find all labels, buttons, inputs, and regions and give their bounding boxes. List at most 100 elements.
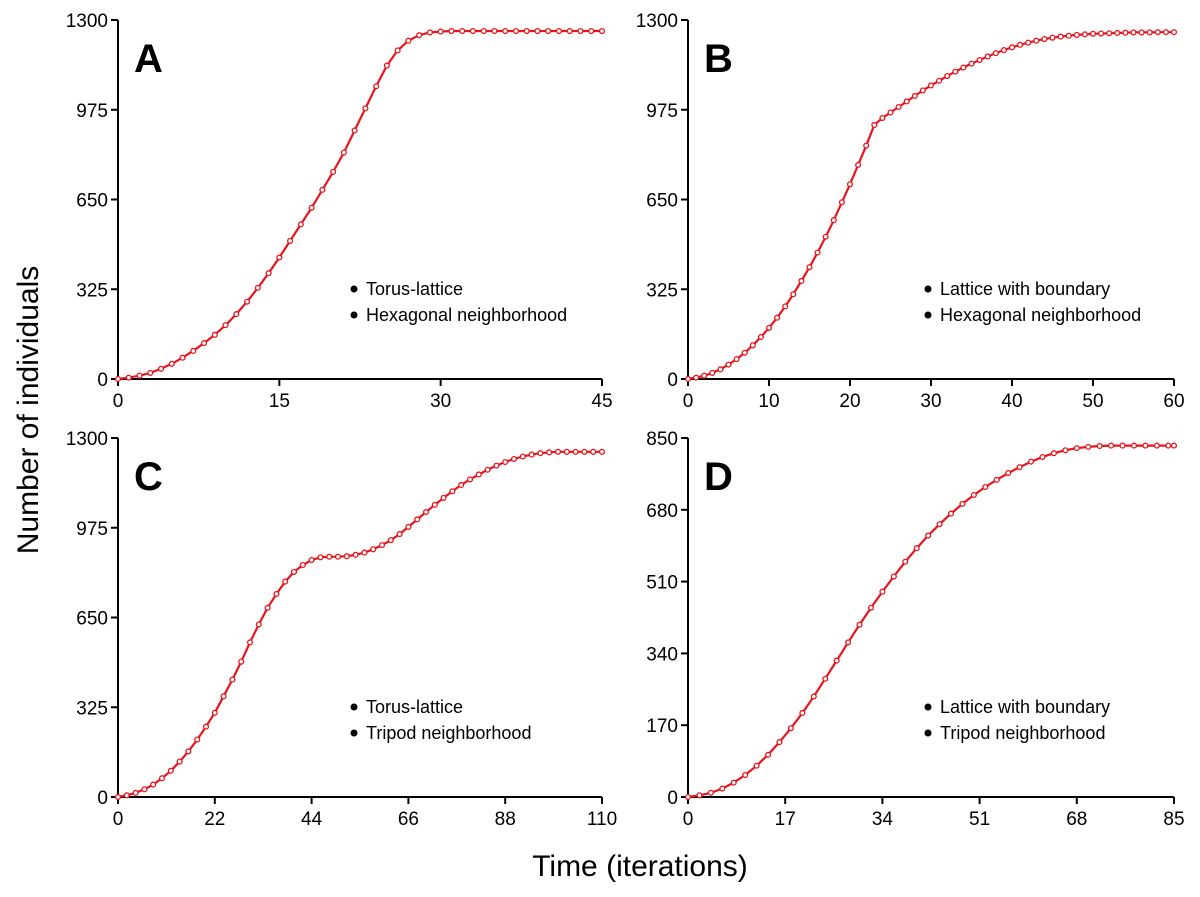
data-point bbox=[222, 322, 229, 329]
data-point bbox=[782, 303, 789, 310]
data-point bbox=[947, 510, 955, 517]
data-point bbox=[491, 27, 498, 35]
legend-entry: Tripod neighborhood bbox=[940, 723, 1105, 743]
x-tick-label: 51 bbox=[969, 809, 990, 830]
x-tick-label: 34 bbox=[872, 809, 894, 830]
panel-letter: D bbox=[704, 455, 733, 499]
y-axis-title: Number of individuals bbox=[12, 266, 45, 554]
data-point bbox=[220, 693, 227, 700]
y-tick-label: 510 bbox=[646, 573, 678, 594]
data-point bbox=[856, 621, 863, 628]
data-point bbox=[123, 792, 130, 799]
data-point bbox=[370, 546, 377, 553]
data-point bbox=[944, 73, 951, 80]
data-point bbox=[1049, 34, 1056, 41]
data-point bbox=[911, 92, 918, 99]
data-point bbox=[546, 449, 553, 456]
data-point bbox=[475, 471, 482, 478]
data-point bbox=[1130, 442, 1138, 449]
y-tick-label: 975 bbox=[646, 101, 678, 122]
data-point bbox=[903, 98, 910, 105]
data-point bbox=[276, 254, 283, 261]
data-point bbox=[378, 542, 386, 549]
data-point bbox=[1106, 30, 1113, 37]
y-tick-label: 325 bbox=[646, 280, 678, 301]
data-point bbox=[822, 675, 829, 682]
data-point bbox=[1057, 33, 1064, 40]
data-point bbox=[968, 60, 975, 67]
data-point bbox=[749, 342, 756, 349]
data-point bbox=[1154, 29, 1161, 36]
data-point bbox=[437, 28, 444, 35]
legend-bullet bbox=[924, 285, 932, 293]
data-point bbox=[902, 558, 909, 565]
data-point bbox=[925, 532, 932, 539]
data-point bbox=[343, 553, 350, 560]
x-tick-label: 60 bbox=[1163, 391, 1184, 412]
x-tick-label: 88 bbox=[495, 809, 516, 830]
data-point bbox=[132, 789, 139, 796]
data-point bbox=[871, 121, 878, 128]
y-tick-label: 1300 bbox=[636, 11, 678, 32]
data-point bbox=[798, 277, 805, 285]
data-point bbox=[125, 374, 132, 381]
data-point bbox=[458, 481, 465, 488]
data-point bbox=[709, 369, 716, 376]
data-point bbox=[449, 488, 456, 495]
x-tick-label: 44 bbox=[301, 809, 323, 830]
data-point bbox=[830, 217, 837, 224]
data-point bbox=[414, 516, 421, 523]
data-point bbox=[1039, 453, 1046, 461]
data-point bbox=[1130, 29, 1137, 36]
data-point bbox=[1033, 37, 1040, 44]
legend-entry: Lattice with boundary bbox=[940, 697, 1110, 717]
data-point bbox=[577, 27, 584, 35]
x-tick-label: 85 bbox=[1163, 809, 1184, 830]
data-point bbox=[1000, 47, 1007, 54]
data-point bbox=[581, 448, 588, 455]
y-tick-label: 650 bbox=[76, 191, 108, 212]
data-point bbox=[361, 549, 368, 556]
x-tick-label: 17 bbox=[775, 809, 796, 830]
x-tick-label: 22 bbox=[204, 809, 225, 830]
panel-a: 0 325 650 975 1300 0 15 30 45 A Torus-lattice Hexag… bbox=[66, 11, 613, 412]
data-point bbox=[326, 553, 333, 560]
data-point bbox=[757, 333, 764, 341]
data-point bbox=[190, 347, 197, 354]
data-point bbox=[863, 142, 870, 149]
x-tick-label: 110 bbox=[587, 809, 617, 830]
data-point bbox=[1153, 442, 1160, 449]
legend-bullet bbox=[350, 285, 358, 293]
x-axis-title: Time (iterations) bbox=[532, 850, 748, 883]
data-point bbox=[764, 751, 772, 758]
data-point bbox=[1017, 41, 1024, 48]
y-tick-label: 340 bbox=[646, 644, 678, 665]
data-point bbox=[244, 298, 251, 305]
data-point bbox=[879, 588, 886, 595]
data-point bbox=[537, 450, 544, 457]
legend-entry: Torus-lattice bbox=[366, 697, 463, 717]
data-point bbox=[200, 340, 208, 347]
y-tick-label: 1300 bbox=[66, 429, 108, 450]
data-point bbox=[502, 27, 509, 35]
data-point bbox=[1028, 458, 1035, 465]
data-point bbox=[141, 786, 148, 793]
data-point bbox=[459, 27, 466, 35]
data-point bbox=[684, 793, 692, 801]
data-point bbox=[838, 199, 845, 206]
data-point bbox=[194, 736, 201, 743]
data-point bbox=[297, 221, 304, 228]
data-point bbox=[211, 331, 218, 338]
data-point bbox=[774, 314, 781, 321]
data-point bbox=[334, 553, 342, 560]
data-point bbox=[982, 483, 989, 491]
x-tick-label: 45 bbox=[591, 391, 612, 412]
data-point bbox=[265, 270, 272, 277]
data-point bbox=[1089, 30, 1097, 37]
data-point bbox=[799, 709, 806, 717]
data-point bbox=[396, 531, 403, 538]
data-point bbox=[730, 779, 737, 786]
data-point bbox=[598, 448, 606, 455]
